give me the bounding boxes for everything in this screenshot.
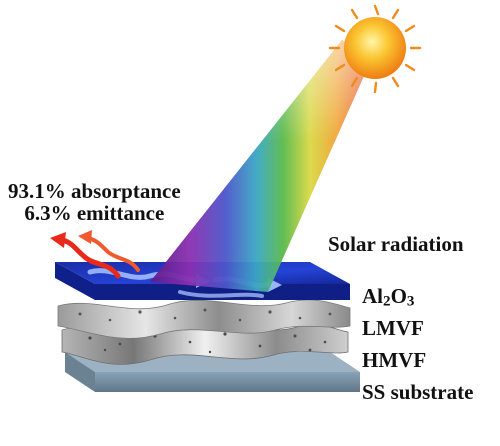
sun-icon	[328, 4, 422, 94]
hmvf-label: HMVF	[362, 348, 427, 372]
al2o3-label-sub2: 3	[406, 293, 415, 310]
al2o3-label-part: Al	[362, 284, 383, 308]
solar-beam	[150, 40, 372, 292]
solar-radiation-label: Solar radiation	[328, 232, 464, 256]
performance-metrics: 93.1% absorptance 6.3% emittance	[8, 180, 181, 224]
emittance-text: 6.3% emittance	[24, 201, 165, 226]
ss-substrate-label: SS substrate	[362, 380, 474, 404]
absorptance-text: 93.1% absorptance	[8, 179, 181, 203]
lmvf-layer	[57, 299, 351, 339]
lmvf-label: LMVF	[362, 316, 424, 340]
heat-emission-arrows	[50, 230, 140, 279]
al2o3-label: Al2O3	[362, 286, 414, 309]
al2o3-label-part2: O	[390, 284, 407, 308]
lmvf-particles	[78, 308, 332, 322]
al2o3-label-sub1: 2	[383, 293, 391, 310]
